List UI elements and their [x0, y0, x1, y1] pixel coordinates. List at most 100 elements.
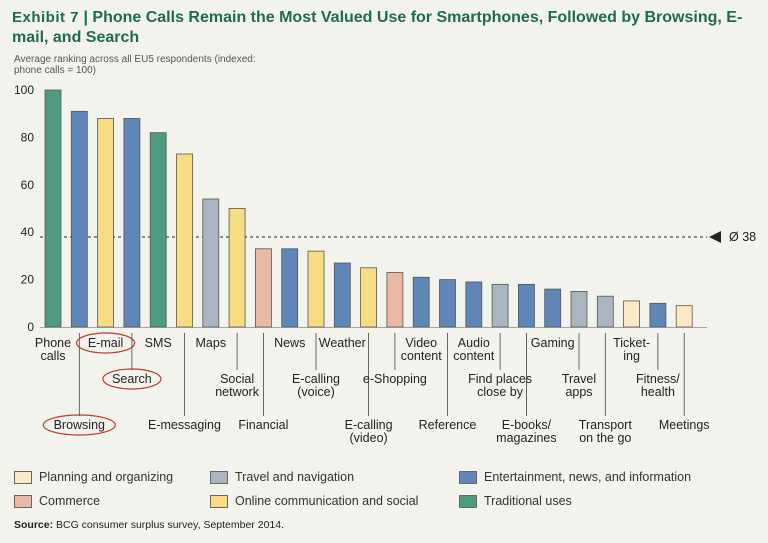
- legend-item: Travel and navigation: [210, 470, 354, 484]
- bar: [623, 300, 640, 328]
- bar-label: E-calling: [345, 418, 393, 432]
- legend-label: Commerce: [39, 494, 101, 508]
- legend-swatch: [459, 470, 477, 484]
- legend-item: Traditional uses: [459, 494, 572, 508]
- bar-label: on the go: [579, 431, 631, 445]
- legend-label: Travel and navigation: [235, 470, 355, 484]
- bar-label: (video): [349, 431, 387, 445]
- source-label: Source:: [14, 519, 54, 531]
- bar-label: ing: [623, 349, 640, 363]
- title-separator: |: [79, 9, 93, 26]
- legend-item: Planning and organizing: [14, 470, 173, 484]
- legend-item: Online communication and social: [210, 494, 418, 508]
- bar: [44, 89, 62, 328]
- bar-label: Video: [405, 336, 437, 350]
- bar-label: Travel: [562, 372, 596, 386]
- bar: [70, 110, 88, 328]
- legend-swatch: [14, 494, 32, 508]
- bar: [412, 276, 430, 328]
- bar-label: Meetings: [659, 418, 710, 432]
- bar-label: Weather: [319, 336, 366, 350]
- bar: [570, 291, 588, 328]
- legend-swatch: [459, 494, 477, 508]
- bar: [360, 267, 378, 328]
- bar-label: E-mail: [88, 336, 123, 350]
- bar-label: SMS: [145, 336, 172, 350]
- legend-swatch: [210, 470, 228, 484]
- bar: [123, 118, 141, 328]
- y-tick-label: 40: [21, 225, 35, 239]
- bar: [202, 198, 220, 328]
- bar: [333, 262, 351, 328]
- legend-label: Entertainment, news, and information: [484, 470, 692, 484]
- bar-label: health: [641, 385, 675, 399]
- bar-label: Financial: [238, 418, 288, 432]
- bar-label: Reference: [419, 418, 477, 432]
- y-tick-label: 80: [21, 130, 35, 144]
- legend-label: Online communication and social: [235, 494, 419, 508]
- bar: [491, 283, 509, 328]
- legend-swatch: [210, 494, 228, 508]
- bar-label: network: [215, 385, 260, 399]
- legend: Planning and organizing Travel and naviga…: [0, 468, 768, 508]
- bar-label: E-books/: [502, 418, 552, 432]
- bar-label: apps: [565, 385, 592, 399]
- bar-label: Search: [112, 372, 152, 386]
- bar: [254, 248, 272, 328]
- legend-swatch: [14, 470, 32, 484]
- source-note: Source: BCG consumer surplus survey, Sep…: [14, 519, 284, 531]
- bar-label: Gaming: [531, 336, 575, 350]
- bar-label: Ticket-: [613, 336, 650, 350]
- bar-label: calls: [40, 349, 65, 363]
- bar-label: Social: [220, 372, 254, 386]
- bar-label: content: [401, 349, 443, 363]
- bar-label: Phone: [35, 336, 71, 350]
- bar-label: Fitness/: [636, 372, 680, 386]
- bar: [596, 295, 614, 328]
- y-tick-label: 20: [21, 273, 35, 287]
- bar: [176, 153, 193, 328]
- exhibit-number: Exhibit 7: [12, 9, 80, 26]
- legend-label: Planning and organizing: [39, 470, 174, 484]
- title-text: Phone Calls Remain the Most Valued Use f…: [12, 9, 743, 46]
- chart-title: Exhibit 7 | Phone Calls Remain the Most …: [12, 8, 762, 48]
- bar: [281, 248, 299, 328]
- bar: [465, 281, 483, 328]
- bar-label: Audio: [458, 336, 490, 350]
- bar-label: Maps: [196, 336, 227, 350]
- bar-label: close by: [477, 385, 524, 399]
- average-label: Ø 38: [729, 230, 756, 244]
- bar: [386, 272, 404, 328]
- bar: [544, 288, 562, 328]
- bar: [228, 208, 246, 328]
- highlight-circle: [75, 332, 136, 354]
- bar: [149, 132, 167, 328]
- bar: [307, 250, 325, 328]
- y-axis-caption: Average ranking across all EU5 responden…: [14, 54, 256, 76]
- average-marker-icon: [709, 230, 721, 243]
- bar: [675, 305, 693, 328]
- bar: [439, 279, 456, 328]
- bar-label: Transport: [579, 418, 633, 432]
- highlight-circle: [42, 414, 116, 436]
- bar-label: magazines: [496, 431, 556, 445]
- bar: [518, 283, 535, 328]
- bar-label: E-calling: [292, 372, 340, 386]
- bar-label: E-messaging: [148, 418, 221, 432]
- source-text: BCG consumer surplus survey, September 2…: [56, 519, 285, 531]
- bar: [97, 118, 114, 328]
- bar-label: content: [453, 349, 495, 363]
- bar-label: Browsing: [54, 418, 105, 432]
- y-tick-label: 0: [27, 320, 34, 334]
- highlight-circle: [102, 368, 162, 390]
- bar-label: News: [274, 336, 305, 350]
- y-tick-label: 100: [14, 83, 34, 97]
- bar: [649, 302, 667, 328]
- legend-item: Commerce: [14, 494, 100, 508]
- legend-item: Entertainment, news, and information: [459, 470, 691, 484]
- bar-label: e-Shopping: [363, 372, 427, 386]
- bar-label: Find places: [468, 372, 532, 386]
- bar-label: (voice): [297, 385, 335, 399]
- y-tick-label: 60: [21, 178, 35, 192]
